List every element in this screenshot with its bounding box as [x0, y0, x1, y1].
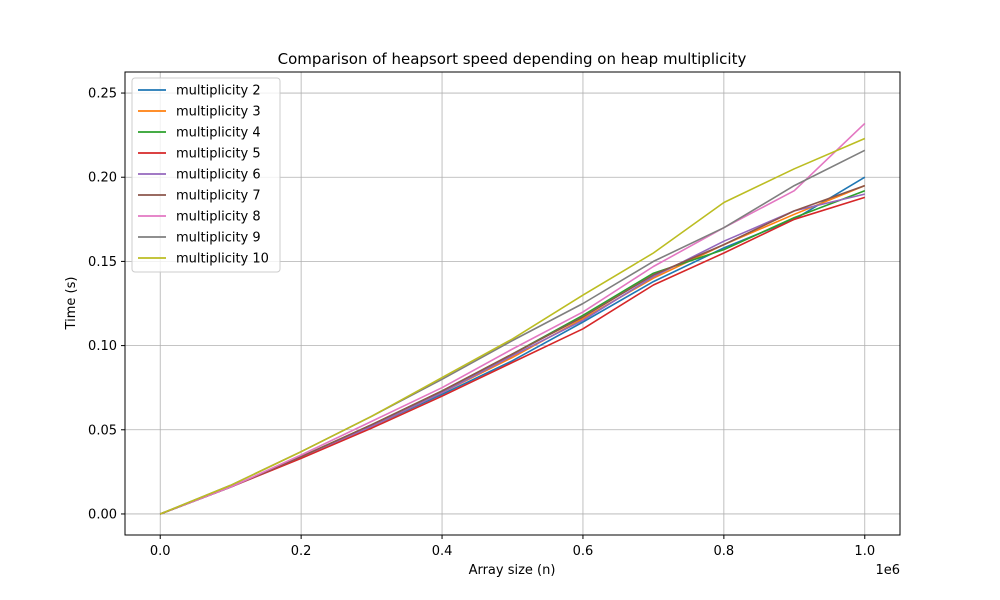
- y-tick-label: 0.20: [88, 171, 117, 186]
- x-offset-label: 1e6: [875, 563, 900, 578]
- series-line-6: [159, 184, 866, 515]
- legend-entry: multiplicity 6: [176, 168, 261, 183]
- x-tick-label: 0.6: [573, 544, 594, 559]
- y-tick-label: 0.25: [88, 87, 117, 102]
- x-tick-label: 1.0: [854, 544, 875, 559]
- legend-entry: multiplicity 4: [176, 126, 261, 141]
- chart-title: Comparison of heapsort speed depending o…: [278, 50, 747, 68]
- y-tick-label: 0.15: [88, 255, 117, 270]
- legend-entry: multiplicity 3: [176, 105, 261, 120]
- legend-entry: multiplicity 7: [176, 189, 261, 204]
- x-axis-label: Array size (n): [469, 563, 556, 578]
- x-tick-label: 0.0: [150, 544, 171, 559]
- y-tick-label: 0.10: [88, 339, 117, 354]
- y-axis-label: Time (s): [64, 277, 79, 331]
- series-line-7: [159, 122, 866, 515]
- legend: multiplicity 2 multiplicity 3 multiplicity…: [131, 77, 281, 273]
- plot-frame: [124, 71, 901, 536]
- x-tick-label: 0.2: [291, 544, 312, 559]
- series-line-9: [159, 137, 866, 515]
- legend-entry: multiplicity 2: [176, 84, 261, 99]
- series-lines: [159, 122, 866, 515]
- legend-entry: multiplicity 5: [176, 147, 261, 162]
- legend-entry: multiplicity 9: [176, 231, 261, 246]
- ticks: 0.0 0.2 0.4 0.6 0.8 1.0 0.00 0.05 0.10 0.15 0.20 0.…: [88, 87, 875, 559]
- y-tick-label: 0.05: [88, 423, 117, 438]
- x-tick-label: 0.4: [432, 544, 453, 559]
- x-tick-label: 0.8: [714, 544, 735, 559]
- y-tick-label: 0.00: [88, 507, 117, 522]
- legend-entry: multiplicity 8: [176, 210, 261, 225]
- series-line-4: [159, 196, 866, 515]
- legend-frame: [131, 77, 281, 273]
- legend-entry: multiplicity 10: [176, 252, 269, 267]
